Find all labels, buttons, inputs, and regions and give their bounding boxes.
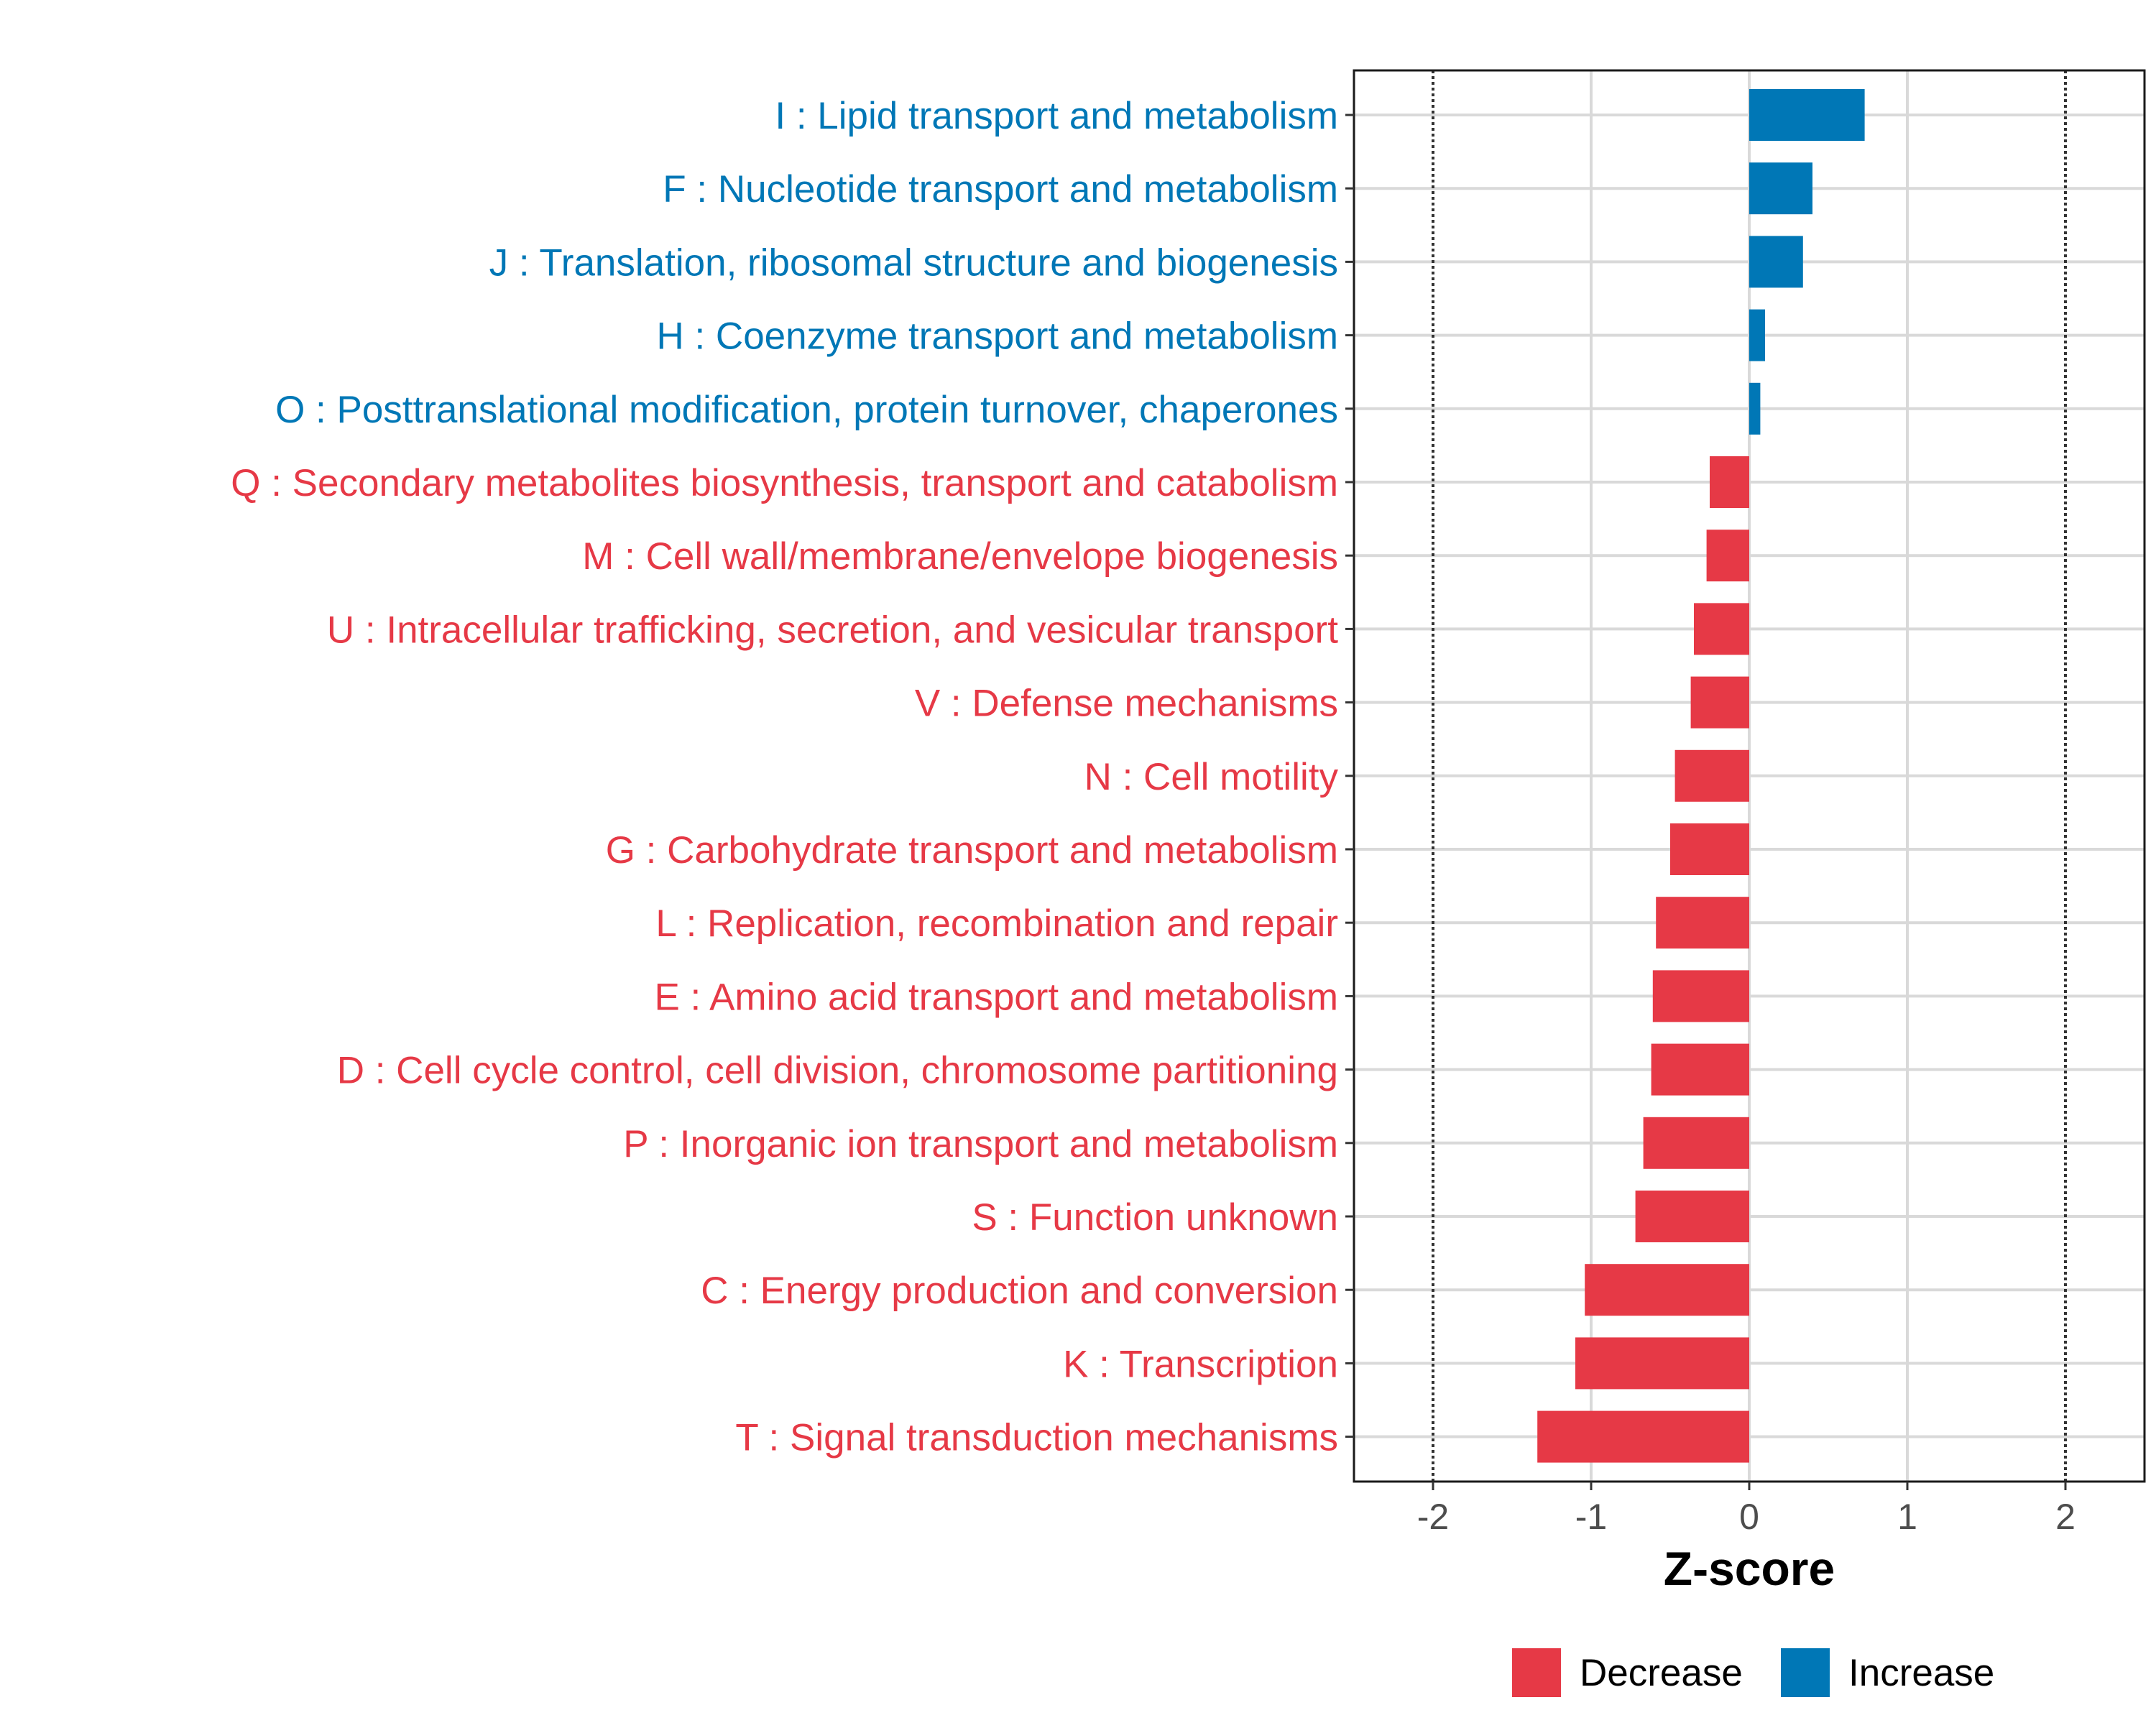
bar: [1651, 1043, 1749, 1096]
legend-label: Decrease: [1580, 1652, 1743, 1694]
bar: [1710, 456, 1749, 508]
bar: [1643, 1117, 1749, 1169]
x-tick-label: 2: [2055, 1497, 2076, 1537]
x-axis: -2 -1 0 1 2: [1417, 1482, 2076, 1537]
category-label: S : Function unknown: [972, 1196, 1338, 1239]
category-label: I : Lipid transport and metabolism: [775, 95, 1338, 137]
bar: [1674, 749, 1749, 802]
category-label: P : Inorganic ion transport and metaboli…: [623, 1123, 1338, 1165]
category-label: V : Defense mechanisms: [915, 683, 1338, 725]
x-tick-label: 1: [1897, 1497, 1917, 1537]
x-tick-label: -2: [1417, 1497, 1449, 1537]
category-label: C : Energy production and conversion: [701, 1270, 1338, 1312]
y-axis: I : Lipid transport and metabolism F : Nu…: [231, 95, 1354, 1459]
bar: [1749, 382, 1761, 435]
bar: [1670, 823, 1749, 875]
category-label: F : Nucleotide transport and metabolism: [663, 168, 1338, 211]
bar: [1690, 676, 1749, 729]
legend-label: Increase: [1848, 1652, 1994, 1694]
bar: [1652, 970, 1749, 1022]
bar: [1585, 1264, 1749, 1316]
category-label: O : Posttranslational modification, prot…: [275, 389, 1338, 431]
category-label: T : Signal transduction mechanisms: [735, 1417, 1338, 1459]
category-label: L : Replication, recombination and repai…: [655, 902, 1338, 945]
category-label: M : Cell wall/membrane/envelope biogenes…: [582, 535, 1338, 578]
bar: [1656, 897, 1749, 949]
bar: [1575, 1337, 1749, 1390]
x-axis-title: Z-score: [1664, 1542, 1835, 1595]
bar: [1694, 603, 1749, 655]
category-label: D : Cell cycle control, cell division, c…: [337, 1050, 1338, 1092]
bar: [1537, 1410, 1749, 1463]
x-tick-label: 0: [1739, 1497, 1759, 1537]
bar: [1749, 309, 1765, 361]
category-label: G : Carbohydrate transport and metabolis…: [606, 829, 1338, 872]
legend-swatch: [1781, 1648, 1830, 1697]
x-tick-label: -1: [1575, 1497, 1607, 1537]
bar: [1635, 1191, 1749, 1242]
bar: [1749, 89, 1865, 141]
legend: Decrease Increase: [1512, 1648, 1994, 1697]
category-label: H : Coenzyme transport and metabolism: [656, 315, 1338, 358]
category-label: N : Cell motility: [1084, 756, 1339, 798]
bar-layer: [1537, 89, 1865, 1463]
legend-swatch: [1512, 1648, 1561, 1697]
category-label: E : Amino acid transport and metabolism: [654, 976, 1338, 1018]
category-label: Q : Secondary metabolites biosynthesis, …: [231, 462, 1338, 504]
bar: [1706, 530, 1749, 582]
bar: [1749, 236, 1803, 288]
category-label: U : Intracellular trafficking, secretion…: [327, 609, 1338, 651]
bar: [1749, 162, 1812, 215]
category-label: K : Transcription: [1063, 1343, 1338, 1385]
category-label: J : Translation, ribosomal structure and…: [489, 241, 1338, 284]
